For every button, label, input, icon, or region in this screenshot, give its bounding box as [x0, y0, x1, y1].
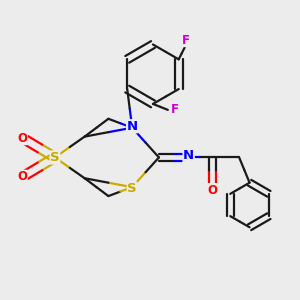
Text: N: N: [183, 149, 194, 162]
Text: O: O: [17, 170, 27, 183]
Text: S: S: [128, 182, 137, 195]
Text: F: F: [171, 103, 179, 116]
Text: N: N: [127, 120, 138, 133]
Text: O: O: [207, 184, 218, 196]
Text: F: F: [182, 34, 190, 46]
Text: O: O: [17, 132, 27, 145]
Text: S: S: [50, 151, 60, 164]
